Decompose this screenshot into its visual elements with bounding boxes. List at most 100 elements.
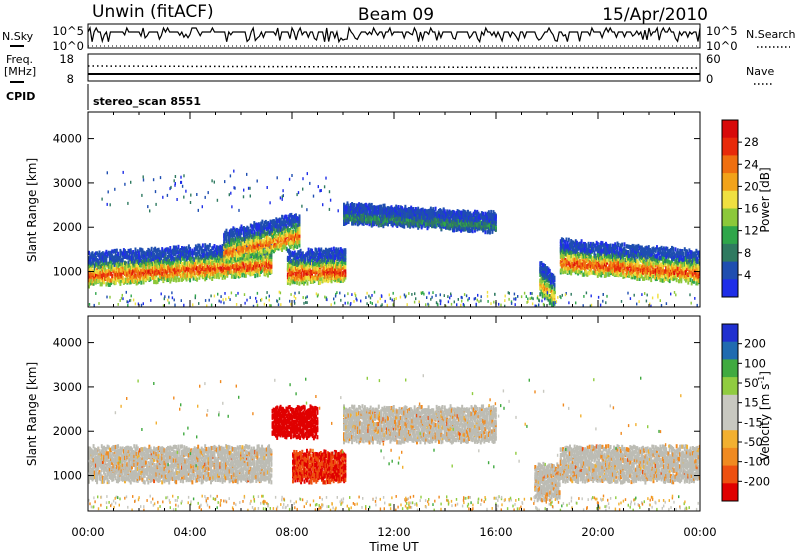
power-cell (228, 266, 231, 271)
power-cell (376, 209, 379, 214)
power-cell (405, 213, 408, 219)
power-cell (176, 265, 179, 270)
power-cell (404, 209, 407, 214)
power-cell (95, 273, 97, 278)
power-cell (433, 223, 436, 229)
power-cell (346, 217, 349, 222)
power-cell (255, 246, 258, 251)
power-cell (257, 246, 260, 251)
power-cell (233, 240, 236, 245)
power-cell (148, 253, 151, 258)
power-cell (244, 273, 247, 278)
power-cell (237, 253, 240, 258)
power-cell (185, 246, 188, 251)
power-cell (121, 251, 124, 256)
power-cell (291, 221, 294, 226)
power-cell (487, 210, 490, 215)
power-cell (101, 275, 104, 280)
power-cell (128, 251, 131, 256)
power-cell (153, 247, 156, 252)
power-cell (416, 221, 418, 226)
power-cell (168, 252, 171, 257)
power-cell (239, 264, 242, 269)
power-cell (197, 272, 200, 277)
power-cell (127, 278, 130, 283)
power-cell (253, 248, 256, 253)
power-cell (90, 252, 93, 257)
power-cell (214, 263, 217, 269)
power-cell (263, 230, 266, 235)
power-cell (142, 255, 145, 260)
power-cell (299, 277, 302, 282)
power-cell (110, 267, 113, 272)
power-cell (228, 246, 231, 251)
power-cell (321, 279, 324, 284)
power-cell (434, 211, 437, 216)
power-cell (472, 211, 475, 216)
power-cell (230, 232, 233, 238)
power-cell (456, 210, 459, 215)
power-cell (305, 265, 308, 270)
power-cell (456, 220, 459, 225)
power-cell (339, 267, 342, 272)
power-cell (438, 209, 440, 214)
power-cell (227, 232, 230, 237)
power-cell (299, 269, 302, 274)
power-cell (356, 211, 359, 216)
power-cell (165, 247, 168, 252)
power-cell (446, 215, 449, 220)
power-cell (235, 256, 238, 261)
power-cell (316, 255, 319, 260)
power-cell (424, 208, 427, 213)
power-cell (338, 271, 341, 276)
power-cell (204, 256, 207, 261)
power-cell (233, 248, 236, 253)
power-cell (424, 217, 427, 222)
power-cell (298, 222, 301, 227)
power-cell (490, 209, 493, 215)
power-cell (382, 220, 385, 225)
power-cell (104, 257, 107, 263)
power-cell (164, 259, 167, 264)
power-cell (153, 275, 156, 280)
power-cell (494, 225, 497, 230)
power-cell (363, 210, 366, 215)
power-cell (237, 274, 240, 279)
power-cell (329, 268, 332, 273)
power-cell (480, 226, 483, 231)
power-cell (92, 259, 95, 264)
power-cell (110, 259, 113, 264)
power-cell (203, 248, 205, 253)
power-cell (339, 251, 342, 256)
power-cell (347, 213, 350, 218)
power-cell (327, 252, 330, 257)
power-cell (151, 275, 154, 280)
power-cell (432, 223, 435, 228)
power-cell (119, 264, 122, 269)
power-cell (292, 232, 295, 237)
power-cell (144, 271, 147, 276)
power-cell (342, 277, 345, 282)
power-cell (256, 254, 259, 259)
power-cell (268, 223, 271, 228)
power-cell (220, 248, 223, 253)
power-cell (178, 256, 181, 261)
power-cell (268, 241, 271, 246)
power-cell (375, 206, 378, 211)
power-cell (179, 251, 182, 257)
power-cell (295, 218, 297, 223)
power-cell (230, 245, 233, 250)
power-cell (284, 214, 287, 219)
power-cell (203, 273, 205, 278)
power-cell (135, 256, 138, 261)
power-cell (208, 249, 211, 255)
power-cell (234, 272, 237, 277)
power-cell (428, 212, 431, 217)
power-cell (98, 278, 101, 283)
power-cell (236, 271, 239, 276)
power-cell (92, 274, 95, 279)
power-cell (275, 227, 278, 232)
power-cell (410, 214, 413, 219)
power-cell (392, 213, 395, 218)
power-cell (322, 266, 325, 271)
